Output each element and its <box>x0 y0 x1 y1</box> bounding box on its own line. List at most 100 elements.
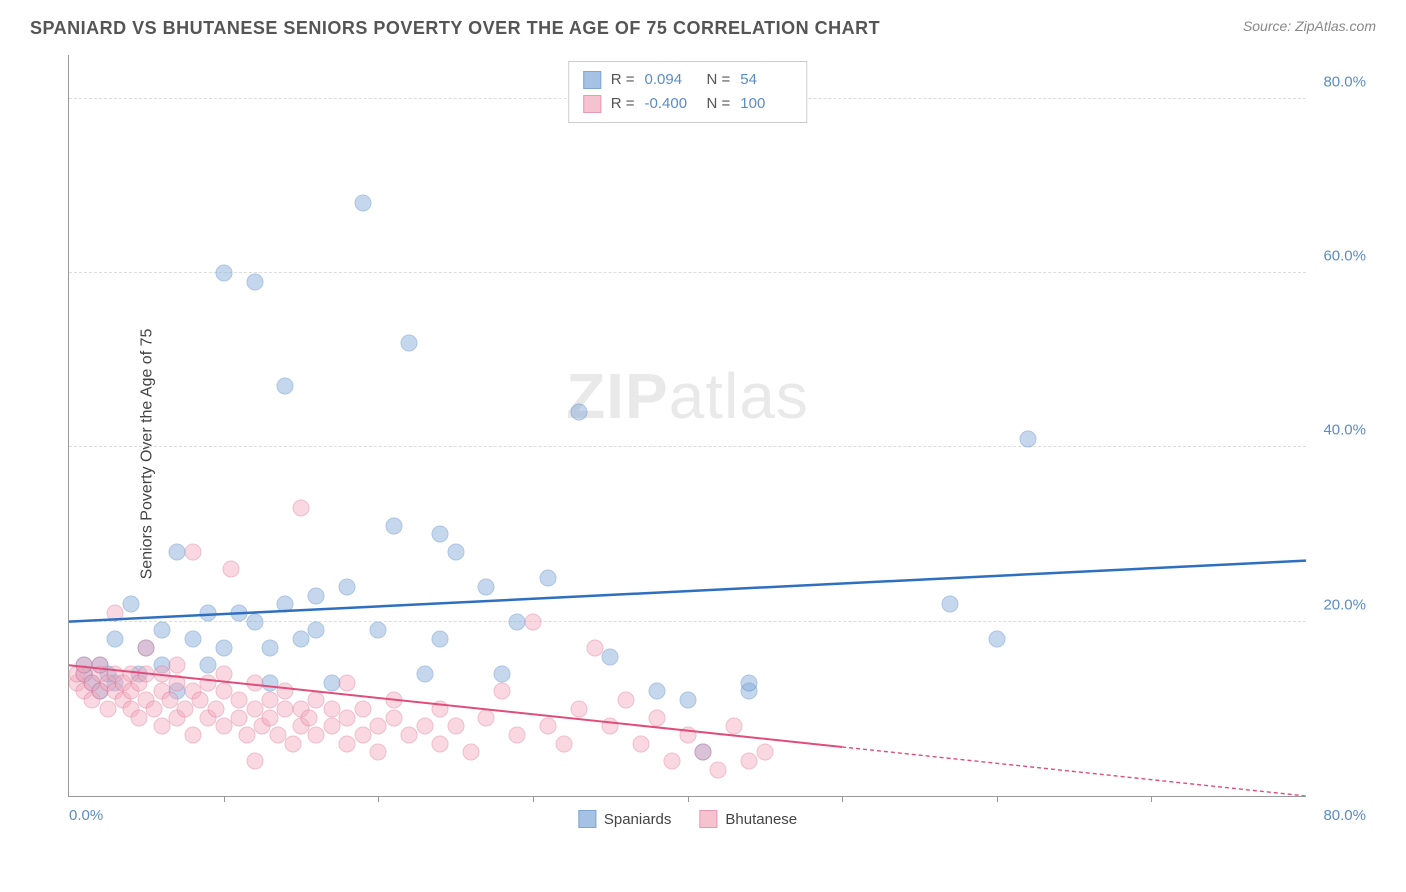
legend-row-spaniards: R =0.094N =54 <box>583 68 793 92</box>
data-point-spaniards <box>246 613 263 630</box>
data-point-spaniards <box>679 692 696 709</box>
data-point-spaniards <box>493 665 510 682</box>
x-tick-mark <box>842 796 843 802</box>
data-point-bhutanese <box>285 735 302 752</box>
data-point-bhutanese <box>323 700 340 717</box>
data-point-bhutanese <box>308 692 325 709</box>
scatter-plot: ZIPatlas R =0.094N =54R =-0.400N =100 0.… <box>68 55 1306 797</box>
data-point-bhutanese <box>184 726 201 743</box>
source-label: Source: ZipAtlas.com <box>1243 18 1376 34</box>
data-point-spaniards <box>385 517 402 534</box>
data-point-spaniards <box>416 665 433 682</box>
data-point-spaniards <box>153 622 170 639</box>
data-point-bhutanese <box>169 657 186 674</box>
data-point-bhutanese <box>246 700 263 717</box>
data-point-bhutanese <box>725 718 742 735</box>
x-tick-mark <box>378 796 379 802</box>
data-point-spaniards <box>308 622 325 639</box>
data-point-bhutanese <box>664 753 681 770</box>
data-point-spaniards <box>602 648 619 665</box>
data-point-bhutanese <box>617 692 634 709</box>
data-point-bhutanese <box>277 700 294 717</box>
data-point-spaniards <box>262 674 279 691</box>
y-tick-label: 20.0% <box>1323 596 1366 613</box>
data-point-bhutanese <box>447 718 464 735</box>
legend-n-label: N = <box>707 68 731 92</box>
series-legend: Spaniards Bhutanese <box>578 810 797 828</box>
data-point-bhutanese <box>223 561 240 578</box>
data-point-spaniards <box>246 273 263 290</box>
data-point-spaniards <box>200 657 217 674</box>
series-legend-item-spaniards: Spaniards <box>578 810 672 828</box>
data-point-bhutanese <box>269 726 286 743</box>
series-legend-item-bhutanese: Bhutanese <box>699 810 797 828</box>
data-point-bhutanese <box>146 700 163 717</box>
data-point-bhutanese <box>200 674 217 691</box>
legend-swatch-spaniards <box>578 810 596 828</box>
data-point-bhutanese <box>679 726 696 743</box>
data-point-spaniards <box>277 596 294 613</box>
data-point-bhutanese <box>323 718 340 735</box>
data-point-spaniards <box>292 631 309 648</box>
data-point-spaniards <box>277 378 294 395</box>
data-point-bhutanese <box>354 700 371 717</box>
data-point-spaniards <box>741 674 758 691</box>
data-point-spaniards <box>215 264 232 281</box>
data-point-bhutanese <box>463 744 480 761</box>
data-point-spaniards <box>339 578 356 595</box>
data-point-bhutanese <box>192 692 209 709</box>
data-point-spaniards <box>107 631 124 648</box>
data-point-bhutanese <box>648 709 665 726</box>
x-tick-mark <box>224 796 225 802</box>
x-axis-min-label: 0.0% <box>69 807 103 824</box>
data-point-spaniards <box>1019 430 1036 447</box>
correlation-legend: R =0.094N =54R =-0.400N =100 <box>568 61 808 123</box>
data-point-spaniards <box>169 543 186 560</box>
data-point-spaniards <box>571 404 588 421</box>
legend-swatch-bhutanese <box>699 810 717 828</box>
data-point-spaniards <box>401 334 418 351</box>
data-point-bhutanese <box>138 639 155 656</box>
data-point-spaniards <box>262 639 279 656</box>
data-point-bhutanese <box>432 735 449 752</box>
legend-swatch-bhutanese <box>583 95 601 113</box>
data-point-spaniards <box>478 578 495 595</box>
chart-title: SPANIARD VS BHUTANESE SENIORS POVERTY OV… <box>30 18 880 39</box>
legend-r-value: 0.094 <box>645 68 697 92</box>
data-point-bhutanese <box>184 543 201 560</box>
legend-row-bhutanese: R =-0.400N =100 <box>583 92 793 116</box>
data-point-bhutanese <box>262 709 279 726</box>
gridline <box>69 446 1306 447</box>
data-point-bhutanese <box>571 700 588 717</box>
data-point-bhutanese <box>153 718 170 735</box>
data-point-spaniards <box>509 613 526 630</box>
x-axis-max-label: 80.0% <box>1323 807 1366 824</box>
data-point-spaniards <box>432 526 449 543</box>
data-point-bhutanese <box>246 674 263 691</box>
x-tick-mark <box>1151 796 1152 802</box>
x-tick-mark <box>688 796 689 802</box>
data-point-bhutanese <box>231 709 248 726</box>
data-point-bhutanese <box>130 709 147 726</box>
series-label: Bhutanese <box>725 811 797 828</box>
data-point-bhutanese <box>91 657 108 674</box>
data-point-bhutanese <box>277 683 294 700</box>
data-point-bhutanese <box>432 700 449 717</box>
data-point-spaniards <box>370 622 387 639</box>
data-point-spaniards <box>323 674 340 691</box>
data-point-bhutanese <box>756 744 773 761</box>
data-point-spaniards <box>122 596 139 613</box>
data-point-bhutanese <box>741 753 758 770</box>
data-point-bhutanese <box>586 639 603 656</box>
data-point-bhutanese <box>231 692 248 709</box>
data-point-bhutanese <box>339 735 356 752</box>
y-tick-label: 60.0% <box>1323 247 1366 264</box>
data-point-bhutanese <box>169 674 186 691</box>
data-point-bhutanese <box>262 692 279 709</box>
data-point-bhutanese <box>308 726 325 743</box>
data-point-spaniards <box>942 596 959 613</box>
data-point-bhutanese <box>207 700 224 717</box>
legend-n-label: N = <box>707 92 731 116</box>
data-point-bhutanese <box>153 665 170 682</box>
data-point-bhutanese <box>694 744 711 761</box>
